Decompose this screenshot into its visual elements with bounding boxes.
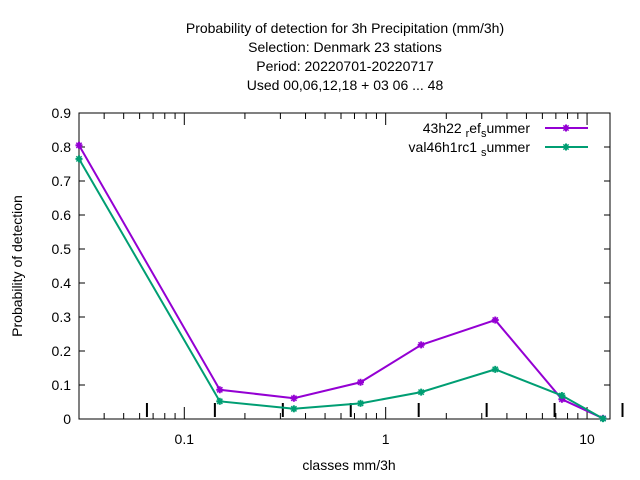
data-point bbox=[357, 378, 365, 386]
y-axis: 0 0.1 0.2 0.3 0.4 0.5 0.6 0.7 0.8 0.9 bbox=[52, 105, 610, 427]
chart-title: Probability of detection for 3h Precipit… bbox=[186, 20, 504, 93]
data-point bbox=[290, 394, 298, 402]
data-point bbox=[558, 392, 566, 400]
data-point bbox=[75, 141, 83, 149]
y-tick-label: 0.6 bbox=[52, 207, 72, 223]
y-tick-label: 0.7 bbox=[52, 173, 72, 189]
x-tick-label: 10 bbox=[579, 431, 595, 447]
data-point bbox=[491, 316, 499, 324]
legend-marker bbox=[562, 124, 570, 132]
series-layer bbox=[75, 141, 607, 423]
data-point bbox=[491, 365, 499, 373]
chart-title-line-3: Period: 20220701-20220717 bbox=[256, 58, 434, 74]
data-point bbox=[290, 405, 298, 413]
y-tick-label: 0.8 bbox=[52, 139, 72, 155]
x-tick-label: 1 bbox=[382, 431, 390, 447]
data-point bbox=[216, 386, 224, 394]
chart-title-line-1: Probability of detection for 3h Precipit… bbox=[186, 20, 504, 36]
data-point bbox=[357, 399, 365, 407]
data-point bbox=[216, 397, 224, 405]
data-point bbox=[417, 341, 425, 349]
y-tick-label: 0 bbox=[63, 411, 71, 427]
legend-label-ref-summer: 43h22 refsummer bbox=[423, 120, 531, 140]
data-point bbox=[75, 155, 83, 163]
y-tick-label: 0.2 bbox=[52, 343, 72, 359]
y-tick-label: 0.1 bbox=[52, 377, 72, 393]
x-axis-label: classes mm/3h bbox=[302, 457, 395, 473]
plot-frame bbox=[78, 112, 611, 420]
legend-marker-ref-summer bbox=[562, 124, 570, 132]
chart-title-line-2: Selection: Denmark 23 stations bbox=[248, 39, 442, 55]
series-line-0 bbox=[78, 144, 604, 420]
x-axis: 0.1 1 10 bbox=[78, 113, 624, 447]
chart-title-line-4: Used 00,06,12,18 + 03 06 ... 48 bbox=[247, 77, 444, 93]
legend-marker-val-summer bbox=[562, 143, 570, 151]
legend-label-val-summer: val46h1rc1 summer bbox=[409, 139, 531, 159]
y-tick-label: 0.3 bbox=[52, 309, 72, 325]
legend-marker bbox=[562, 143, 570, 151]
y-tick-label: 0.9 bbox=[52, 105, 72, 121]
y-axis-label: Probability of detection bbox=[9, 195, 25, 337]
y-tick-label: 0.4 bbox=[52, 275, 72, 291]
data-point bbox=[599, 415, 607, 423]
y-tick-label: 0.5 bbox=[52, 241, 72, 257]
series-line-1 bbox=[78, 158, 604, 420]
legend: 43h22 refsummer val46h1rc1 summer bbox=[409, 120, 588, 159]
x-tick-label: 0.1 bbox=[175, 431, 195, 447]
data-point bbox=[417, 388, 425, 396]
